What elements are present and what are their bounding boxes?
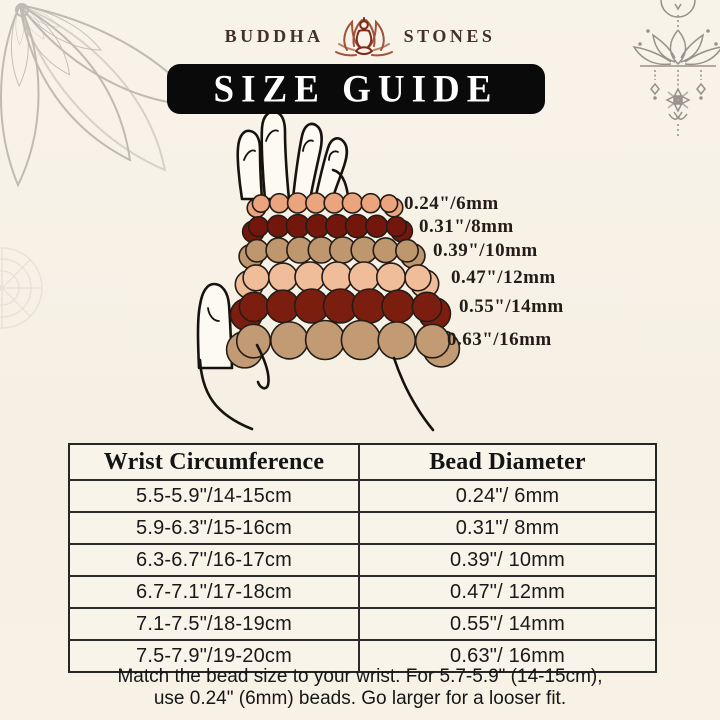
- table-cell-wrist: 7.1-7.5"/18-19cm: [70, 607, 360, 639]
- bead-size-label-12mm: 0.47"/12mm: [451, 267, 556, 288]
- table-header-bead: Bead Diameter: [429, 448, 586, 475]
- bead-size-label-16mm: 0.63"/16mm: [447, 329, 552, 350]
- bead-size-label-10mm: 0.39"/10mm: [433, 240, 538, 261]
- table-cell-bead: 0.24"/ 6mm: [360, 479, 655, 511]
- table-cell-bead: 0.63"/ 16mm: [360, 639, 655, 671]
- table-cell-bead: 0.39"/ 10mm: [360, 543, 655, 575]
- table-cell-wrist: 6.3-6.7"/16-17cm: [70, 543, 360, 575]
- table-cell-wrist: 6.7-7.1"/17-18cm: [70, 575, 360, 607]
- bead-size-label-8mm: 0.31"/8mm: [419, 216, 514, 237]
- brand-header: BUDDHA STONES: [0, 8, 720, 64]
- faint-mandala-icon: [0, 247, 43, 329]
- table-cell-wrist: 5.9-6.3"/15-16cm: [70, 511, 360, 543]
- wrist-lines: [198, 343, 435, 432]
- bead-size-label-14mm: 0.55"/14mm: [459, 296, 564, 317]
- brand-name-left: BUDDHA: [224, 25, 324, 46]
- table-cell-bead: 0.47"/ 12mm: [360, 575, 655, 607]
- table-cell-bead: 0.55"/ 14mm: [360, 607, 655, 639]
- brand-name-right: STONES: [403, 25, 496, 46]
- fit-note-line1: Match the bead size to your wrist. For 5…: [117, 666, 603, 687]
- fit-note: Match the bead size to your wrist. For 5…: [0, 666, 720, 710]
- bead-size-label-6mm: 0.24"/6mm: [404, 193, 499, 214]
- table-cell-bead: 0.31"/ 8mm: [360, 511, 655, 543]
- fit-note-line2: use 0.24" (6mm) beads. Go larger for a l…: [153, 688, 567, 709]
- size-table: Wrist Circumference Bead Diameter 5.5-5.…: [68, 443, 657, 673]
- size-guide-title: SIZE GUIDE: [213, 67, 499, 111]
- hand-illustration: [196, 110, 350, 370]
- lotus-meditation-icon: [334, 17, 393, 57]
- size-guide-banner: SIZE GUIDE: [167, 64, 545, 114]
- table-cell-wrist: 7.5-7.9"/19-20cm: [70, 639, 360, 671]
- table-header-wrist: Wrist Circumference: [70, 445, 360, 479]
- table-cell-wrist: 5.5-5.9"/14-15cm: [70, 479, 360, 511]
